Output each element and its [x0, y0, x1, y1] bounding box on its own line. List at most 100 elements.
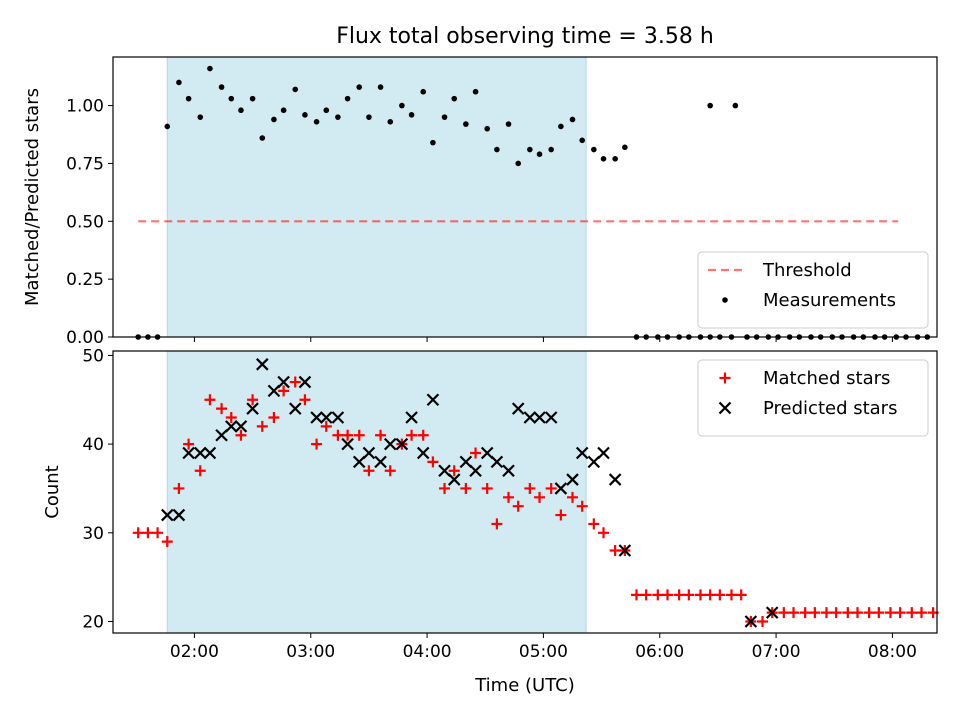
- data-point: [352, 455, 366, 469]
- data-point: [503, 491, 515, 503]
- data-point: [430, 139, 436, 146]
- data-point: [852, 607, 864, 619]
- data-point: [463, 121, 469, 127]
- data-point: [173, 482, 185, 494]
- data-point: [873, 607, 885, 619]
- data-point: [289, 376, 301, 388]
- chart-title: Flux total observing time = 3.58 h: [336, 24, 714, 49]
- observing-window-band: [166, 56, 587, 338]
- y-tick-label: 0.75: [66, 154, 104, 174]
- data-point: [182, 446, 195, 460]
- data-point: [799, 607, 811, 619]
- ratio-panel: 0.00 0.25 0.50 0.75 1.00 Matched/Predicted st…: [22, 56, 938, 348]
- data-point: [481, 482, 493, 494]
- data-point: [161, 508, 174, 522]
- data-point: [164, 123, 171, 130]
- data-point: [575, 446, 589, 460]
- data-point: [408, 112, 415, 118]
- x-tick-label: 03:00: [286, 642, 335, 662]
- data-point: [587, 455, 601, 469]
- data-point: [395, 437, 409, 451]
- data-point: [472, 88, 479, 95]
- data-point: [204, 394, 216, 406]
- data-point: [545, 482, 557, 494]
- data-point: [238, 107, 244, 114]
- data-point: [384, 465, 396, 477]
- data-point: [310, 411, 323, 424]
- data-point: [533, 411, 546, 424]
- data-point: [332, 429, 344, 441]
- data-point: [491, 518, 503, 530]
- data-point: [224, 420, 238, 433]
- y-tick-label: 0.50: [66, 212, 104, 232]
- data-point: [447, 473, 461, 486]
- data-point: [597, 446, 610, 460]
- data-point: [280, 107, 287, 114]
- data-point: [249, 95, 256, 102]
- count-panel: 20 30 40 50 02:00 03:00 04:00 05:00 06:00 07:00 08…: [42, 346, 939, 662]
- data-point: [778, 607, 790, 619]
- plot-frame: [112, 56, 938, 338]
- legend-label: Threshold: [762, 260, 852, 281]
- data-point: [524, 482, 536, 494]
- data-point: [387, 118, 394, 125]
- data-point: [536, 151, 543, 157]
- data-point: [566, 473, 579, 486]
- data-point: [235, 429, 247, 441]
- data-point: [362, 446, 376, 460]
- data-point: [374, 455, 387, 469]
- data-point: [215, 428, 228, 442]
- data-point: [567, 491, 579, 503]
- data-point: [576, 500, 588, 512]
- data-point: [256, 420, 268, 432]
- data-point: [438, 464, 451, 477]
- data-point: [256, 358, 269, 371]
- x-tick-label: 06:00: [635, 642, 684, 662]
- data-point: [342, 429, 354, 441]
- y-tick-label: 30: [82, 524, 104, 544]
- data-point: [320, 420, 332, 432]
- x-tick-label: 07:00: [752, 642, 801, 662]
- data-point: [480, 446, 494, 460]
- data-point: [377, 84, 384, 90]
- data-point: [788, 607, 800, 619]
- data-point: [172, 508, 186, 522]
- data-point: [298, 375, 312, 389]
- data-point: [193, 446, 207, 460]
- data-point: [406, 429, 418, 441]
- data-point: [591, 146, 597, 153]
- data-point: [652, 589, 664, 601]
- data-point: [319, 411, 333, 424]
- data-point: [469, 464, 482, 477]
- legend-label: Measurements: [763, 290, 896, 311]
- data-point: [313, 118, 320, 125]
- y-tick-label: 50: [82, 346, 104, 366]
- data-point: [246, 402, 259, 415]
- data-point: [416, 446, 430, 460]
- data-point: [511, 402, 525, 415]
- data-point: [405, 411, 418, 424]
- data-point: [288, 402, 302, 415]
- legend-label: Predicted stars: [763, 398, 897, 419]
- data-point: [132, 527, 144, 539]
- data-point: [194, 465, 206, 477]
- data-point: [569, 116, 576, 123]
- data-point: [683, 589, 695, 601]
- series-matched-stars: [132, 376, 939, 627]
- data-point: [363, 465, 375, 477]
- data-point: [662, 589, 674, 601]
- data-point: [271, 116, 277, 123]
- legend-swatch: [718, 401, 732, 415]
- data-point: [707, 102, 713, 109]
- series-predicted-stars: [161, 358, 779, 628]
- data-point: [544, 411, 558, 424]
- data-point: [247, 394, 259, 406]
- data-point: [894, 607, 906, 619]
- data-point: [197, 114, 204, 120]
- data-point: [292, 86, 299, 93]
- data-point: [353, 429, 365, 441]
- data-point: [234, 420, 248, 433]
- data-point: [185, 95, 192, 102]
- data-point: [757, 615, 769, 627]
